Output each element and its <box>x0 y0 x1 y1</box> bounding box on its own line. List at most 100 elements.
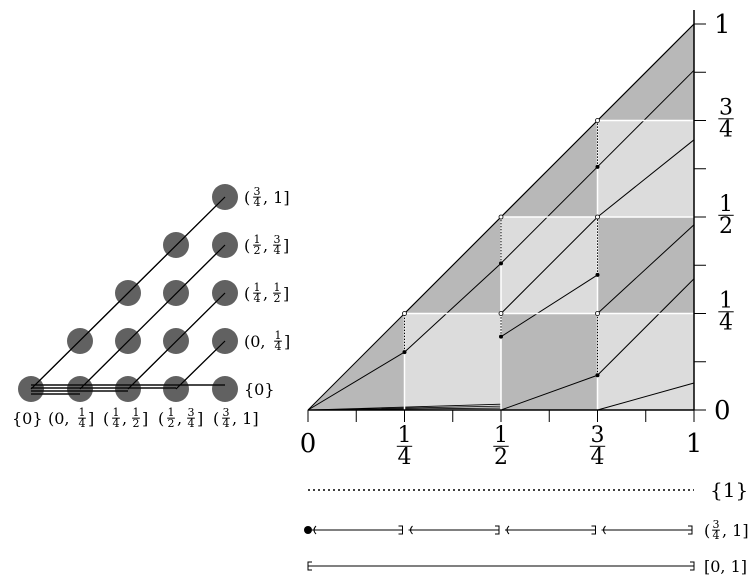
y-tick-label: 34 <box>718 95 734 142</box>
row-label-1-frac1: 12 <box>253 233 261 257</box>
row-label-2-post: ] <box>283 284 289 303</box>
fan-line-3 <box>404 216 502 314</box>
column-label-3-frac2-num: 3 <box>188 406 195 419</box>
filled-point-4 <box>595 272 600 277</box>
closed-end-2 <box>591 525 596 535</box>
column-label-2-mid: , <box>122 409 127 428</box>
row-label-1-pre: ( <box>244 236 250 255</box>
cell-2-0 <box>501 313 598 410</box>
fan-line-10 <box>597 69 695 168</box>
column-label-1-frac-den: 4 <box>79 417 86 430</box>
column-label-3-frac1: 12 <box>167 406 175 430</box>
bracket-row-label: [0, 1] <box>704 557 747 576</box>
column-label-2-pre: ( <box>103 409 109 428</box>
column-label-4-frac-den: 4 <box>223 417 230 430</box>
closed-end-1 <box>495 525 500 535</box>
column-label-1-post: ] <box>88 409 94 428</box>
fan-line-9 <box>500 374 598 411</box>
fan-line-2 <box>404 262 502 353</box>
interval-row-point <box>304 526 312 534</box>
row-label-2-frac2-num: 1 <box>274 281 281 294</box>
x-tick-label-den: 4 <box>591 445 605 470</box>
column-label-4-post: , 1] <box>232 409 259 428</box>
x-tick-label-den: 4 <box>398 445 412 470</box>
open-point-5 <box>595 311 600 316</box>
interval-row-label-frac-num: 3 <box>713 518 720 531</box>
y-tick-label-den: 4 <box>719 310 733 335</box>
y-tick-label-den: 2 <box>719 214 733 239</box>
left-map-line-top-2 <box>127 292 226 390</box>
bottom-strip <box>308 386 694 410</box>
column-label-4-frac-num: 3 <box>223 406 230 419</box>
column-label-3-frac1-den: 2 <box>168 417 175 430</box>
y-tick-label-num: 3 <box>719 95 733 120</box>
fan-line-12 <box>597 139 695 218</box>
interval-row-label-frac: 34 <box>712 518 720 542</box>
row-label-2-frac1-den: 4 <box>254 292 261 305</box>
row-label-1-frac1-num: 1 <box>254 233 261 246</box>
column-label-3-frac1-num: 1 <box>168 406 175 419</box>
row-label-3-pre: (0, <box>244 332 266 351</box>
column-label-2-post: ] <box>142 409 148 428</box>
row-label-3-frac-den: 4 <box>275 340 282 353</box>
column-label-2-frac1-num: 1 <box>113 406 120 419</box>
row-label-2-frac2-den: 2 <box>274 292 281 305</box>
open-end-3 <box>603 525 606 535</box>
x-tick-label: 0 <box>300 429 317 459</box>
x-tick-label-num: 1 <box>494 423 508 448</box>
open-point-2 <box>595 118 600 123</box>
dotted-row-label: {1} <box>710 478 748 502</box>
x-tick-label: 1 <box>686 429 703 459</box>
left-map-line-top-0 <box>30 196 226 390</box>
cell-3-2 <box>597 120 694 217</box>
column-label-4-pre: ( <box>213 409 219 428</box>
row-label-3-frac-num: 1 <box>275 329 282 342</box>
open-point-1 <box>498 214 504 220</box>
column-label-2-frac2-num: 1 <box>133 406 140 419</box>
left-map-line-top-1 <box>79 244 226 390</box>
fan-line-15 <box>597 382 695 411</box>
row-label-0-post: , 1] <box>263 188 290 207</box>
open-end-1 <box>410 525 413 535</box>
bottom-interval-rows: {1}(34, 1] [0, 1] <box>304 478 749 576</box>
open-point-0 <box>402 311 407 316</box>
row-label-2-frac1: 14 <box>253 281 261 305</box>
column-label-3-pre: ( <box>158 409 164 428</box>
column-label-3-frac2: 34 <box>187 406 195 430</box>
filled-point-1 <box>499 261 503 266</box>
cell-1-0 <box>404 313 501 410</box>
row-label-1-frac2-den: 4 <box>274 244 281 257</box>
y-tick-label-num: 1 <box>719 288 733 313</box>
fan-line-5 <box>500 166 598 264</box>
fan-line-11 <box>597 23 695 121</box>
x-tick-label: 14 <box>396 423 413 470</box>
filled-point-3 <box>499 334 503 339</box>
fan-line-6 <box>500 120 598 218</box>
row-label-1-post: ] <box>283 236 289 255</box>
filled-point-0 <box>402 350 407 355</box>
interval-row-label-post: , 1] <box>722 521 749 540</box>
fan-line-14 <box>597 278 695 376</box>
y-tick-label: 0 <box>714 396 731 426</box>
cell-3-1 <box>597 217 694 314</box>
row-label-1-frac2: 34 <box>273 233 281 257</box>
column-label-1-pre: (0, <box>48 409 70 428</box>
fan-line-13 <box>597 224 695 314</box>
row-label-1-frac1-den: 2 <box>254 244 261 257</box>
column-label-3-post: ] <box>197 409 203 428</box>
column-label-2-frac1-den: 4 <box>113 417 120 430</box>
x-tick-label-num: 3 <box>591 423 605 448</box>
column-label-0: {0} <box>12 409 43 428</box>
row-label-1-mid: , <box>263 236 268 255</box>
row-label-0-frac: 34 <box>253 185 261 209</box>
column-label-1-frac: 14 <box>78 406 86 430</box>
fan-line-0 <box>307 351 405 411</box>
y-tick-label: 12 <box>718 192 734 239</box>
open-point-4 <box>595 214 600 220</box>
bracket-left <box>307 561 312 571</box>
interval-row-label-frac-den: 4 <box>713 529 720 542</box>
closed-end-3 <box>688 525 693 535</box>
row-label-3-frac: 14 <box>274 329 282 353</box>
